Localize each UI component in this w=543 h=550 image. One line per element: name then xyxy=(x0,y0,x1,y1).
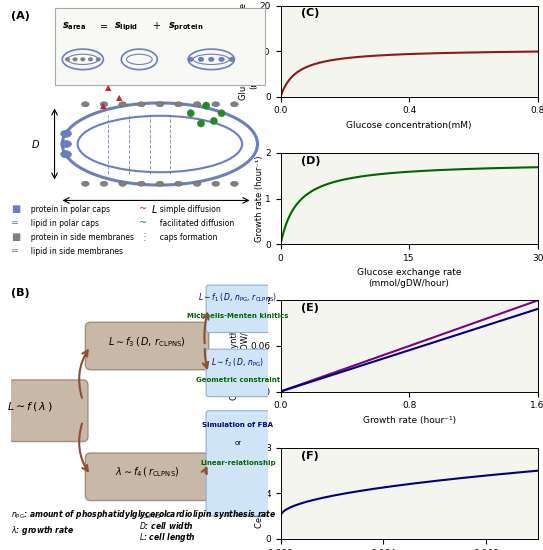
Ellipse shape xyxy=(187,109,194,117)
Text: $\lambda$: growth rate: $\lambda$: growth rate xyxy=(11,524,74,537)
Text: (E): (E) xyxy=(301,304,319,313)
Y-axis label: Cell length (μm): Cell length (μm) xyxy=(255,459,264,527)
Text: Linear-relationship: Linear-relationship xyxy=(200,460,275,466)
Ellipse shape xyxy=(61,140,72,147)
Text: $\boldsymbol{s}_{\mathbf{protein}}$: $\boldsymbol{s}_{\mathbf{protein}}$ xyxy=(168,21,203,34)
Ellipse shape xyxy=(119,181,127,186)
Text: $\boldsymbol{s}_{\mathbf{lipid}}$: $\boldsymbol{s}_{\mathbf{lipid}}$ xyxy=(113,21,138,34)
Text: ■: ■ xyxy=(11,232,20,242)
Ellipse shape xyxy=(156,102,164,107)
Ellipse shape xyxy=(100,181,108,186)
Ellipse shape xyxy=(73,58,78,61)
Text: ▲: ▲ xyxy=(116,94,122,102)
Text: (D): (D) xyxy=(301,156,321,166)
Ellipse shape xyxy=(219,57,224,62)
Text: lipid in side membranes: lipid in side membranes xyxy=(26,248,123,256)
Text: Simulation of FBA: Simulation of FBA xyxy=(202,422,273,428)
Ellipse shape xyxy=(198,120,205,127)
Text: lipid in polar caps: lipid in polar caps xyxy=(26,219,99,228)
Ellipse shape xyxy=(212,181,219,186)
Ellipse shape xyxy=(218,109,225,117)
Text: $+$: $+$ xyxy=(152,20,161,31)
Text: protein in polar caps: protein in polar caps xyxy=(26,205,110,214)
X-axis label: Glucose concentration(mM): Glucose concentration(mM) xyxy=(346,121,472,130)
Text: caps formation: caps formation xyxy=(155,233,217,242)
Ellipse shape xyxy=(193,181,201,186)
Text: $\lambda \sim f_4\,(\,r_{\rm CLPNS})$: $\lambda \sim f_4\,(\,r_{\rm CLPNS})$ xyxy=(115,466,179,479)
Ellipse shape xyxy=(88,58,93,61)
Ellipse shape xyxy=(198,57,204,62)
FancyBboxPatch shape xyxy=(206,411,269,516)
Text: $L$: cell length: $L$: cell length xyxy=(140,531,196,544)
Ellipse shape xyxy=(80,58,85,61)
Ellipse shape xyxy=(229,57,235,62)
Text: $D$: $D$ xyxy=(31,138,41,150)
Text: ■: ■ xyxy=(11,204,20,214)
Text: ~: ~ xyxy=(140,218,148,228)
Text: (A): (A) xyxy=(11,10,30,21)
Ellipse shape xyxy=(209,57,214,62)
X-axis label: Growth rate (hour⁻¹): Growth rate (hour⁻¹) xyxy=(363,416,456,425)
Ellipse shape xyxy=(100,102,108,107)
Ellipse shape xyxy=(210,117,217,124)
Text: $r_{\rm CLPNS}$: cardiolipin synthesis rate: $r_{\rm CLPNS}$: cardiolipin synthesis r… xyxy=(140,508,277,521)
X-axis label: Glucose exchange rate
(mmol/gDW/hour): Glucose exchange rate (mmol/gDW/hour) xyxy=(357,268,462,288)
Text: Michaelis-Menten kinitics: Michaelis-Menten kinitics xyxy=(187,313,288,319)
Y-axis label: Cardiolipin synthesis rate
(mmol/gDW/hour): Cardiolipin synthesis rate (mmol/gDW/hou… xyxy=(230,293,249,400)
Ellipse shape xyxy=(65,58,70,61)
Text: $\boldsymbol{s}_{\mathbf{area}}$: $\boldsymbol{s}_{\mathbf{area}}$ xyxy=(62,20,87,32)
FancyBboxPatch shape xyxy=(8,380,88,442)
Ellipse shape xyxy=(81,102,89,107)
Text: simple diffusion: simple diffusion xyxy=(155,205,220,214)
Ellipse shape xyxy=(175,102,182,107)
Ellipse shape xyxy=(203,102,210,109)
Text: (B): (B) xyxy=(11,288,29,298)
FancyBboxPatch shape xyxy=(206,285,269,333)
Text: $L \sim f_3\,(\,D,\, r_{\rm CLPNS})$: $L \sim f_3\,(\,D,\, r_{\rm CLPNS})$ xyxy=(108,336,186,349)
Ellipse shape xyxy=(81,181,89,186)
Text: ▲: ▲ xyxy=(100,101,106,110)
Y-axis label: Growth rate (hour⁻¹): Growth rate (hour⁻¹) xyxy=(255,155,264,242)
Ellipse shape xyxy=(119,102,127,107)
Ellipse shape xyxy=(96,58,100,61)
Text: $D$: cell width: $D$: cell width xyxy=(140,520,194,531)
Ellipse shape xyxy=(61,130,72,138)
Text: ═: ═ xyxy=(11,246,17,256)
Ellipse shape xyxy=(212,102,219,107)
Text: (C): (C) xyxy=(301,8,320,18)
Text: $=$: $=$ xyxy=(98,20,109,31)
FancyBboxPatch shape xyxy=(85,453,209,500)
Ellipse shape xyxy=(61,151,72,158)
Ellipse shape xyxy=(231,102,238,107)
Ellipse shape xyxy=(137,102,145,107)
Text: or: or xyxy=(234,441,241,447)
Text: facilitated diffusion: facilitated diffusion xyxy=(155,219,234,228)
Ellipse shape xyxy=(231,181,238,186)
Text: ⋮: ⋮ xyxy=(140,232,149,242)
Text: (F): (F) xyxy=(301,451,319,461)
Text: $n_{\rm PG}$: amount of phosphatidylglycerol: $n_{\rm PG}$: amount of phosphatidylglyc… xyxy=(11,508,168,521)
Text: ▲: ▲ xyxy=(105,83,112,92)
Y-axis label: Glucose exchange rate
(mmol/gDW/hour): Glucose exchange rate (mmol/gDW/hour) xyxy=(238,2,258,100)
Text: $L$: $L$ xyxy=(151,204,158,215)
Ellipse shape xyxy=(156,181,164,186)
Text: protein in side membranes: protein in side membranes xyxy=(26,233,134,242)
Ellipse shape xyxy=(193,102,201,107)
Text: Geometric constraint: Geometric constraint xyxy=(195,377,280,383)
Ellipse shape xyxy=(137,181,145,186)
Ellipse shape xyxy=(175,181,182,186)
Text: $L \sim f\,(\,\lambda\,)$: $L \sim f\,(\,\lambda\,)$ xyxy=(8,400,53,413)
Text: ~: ~ xyxy=(140,204,148,214)
FancyBboxPatch shape xyxy=(206,349,269,397)
Text: $L \sim f_2\,(\,D,\,n_{\rm PG})$: $L \sim f_2\,(\,D,\,n_{\rm PG})$ xyxy=(211,356,264,369)
Text: $L \sim f_1\,(\,D,\,n_{\rm PG},\,r_{\rm CLPNS})$: $L \sim f_1\,(\,D,\,n_{\rm PG},\,r_{\rm … xyxy=(198,292,277,305)
Ellipse shape xyxy=(188,57,193,62)
FancyBboxPatch shape xyxy=(85,322,209,370)
FancyBboxPatch shape xyxy=(54,8,265,85)
Text: ═: ═ xyxy=(11,218,17,228)
